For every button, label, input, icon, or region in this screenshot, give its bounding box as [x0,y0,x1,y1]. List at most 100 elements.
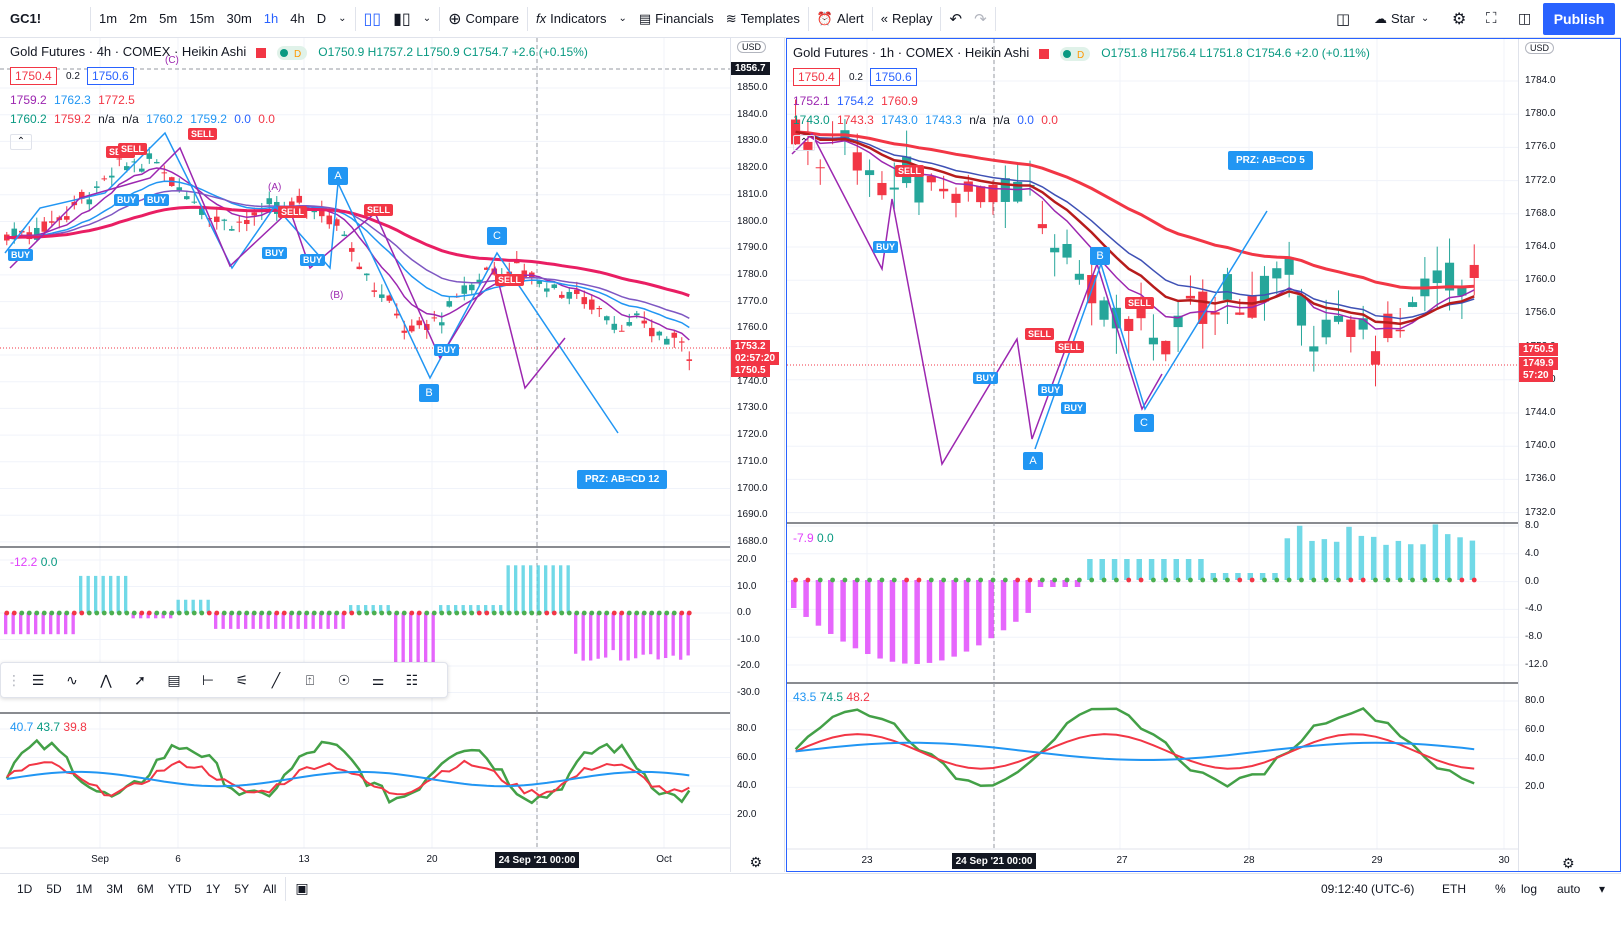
gear-icon[interactable]: ⚙ [1452,10,1467,28]
chevron-down-icon[interactable]: ⌄ [618,13,627,24]
ma-value: n/a [122,112,139,126]
histogram-bar [1074,580,1081,587]
histogram-bar [349,605,353,613]
goto-date-icon[interactable]: ▣ [295,880,309,896]
elliott-wave-icon[interactable]: ∿ [66,671,78,688]
currency-label[interactable]: USD [1525,42,1555,54]
osc-value: -12.2 [10,555,38,569]
ask-box[interactable]: 1750.6 [87,67,134,85]
zero-dot [641,610,647,616]
pattern-point-c[interactable]: C [1134,414,1154,432]
layout-icon[interactable]: ◫ [1336,10,1351,28]
xabcd-pattern-icon[interactable]: ⍐ [305,671,315,688]
replay-button[interactable]: «Replay [875,0,939,38]
financials-label: Financials [655,11,714,26]
pattern-point-b[interactable]: B [419,384,439,402]
left-price-axis[interactable]: 1850.0 1840.0 1830.0 1820.0 1810.0 1800.0 1790… [730,38,784,872]
financials-button[interactable]: ▤ Financials [633,0,720,38]
range-1d[interactable]: 1D [17,881,33,896]
timeframe-2m[interactable]: 2m [129,11,148,26]
time-label: 30 [1498,855,1510,866]
range-1m[interactable]: 1M [75,881,93,896]
gear-icon[interactable]: ⚙ [1562,855,1575,871]
fib-retracement-icon[interactable]: ⚌ [371,671,385,688]
prz-label[interactable]: PRZ: AB=CD 5 [1228,151,1313,170]
range-ytd[interactable]: YTD [167,881,192,896]
camera-icon[interactable]: ◫ [1518,10,1532,26]
ask-box[interactable]: 1750.6 [870,68,917,86]
range-1y[interactable]: 1Y [205,881,221,896]
channel-icon[interactable]: ▤ [167,671,181,688]
redo-icon[interactable]: ↷ [974,10,987,28]
chevron-down-icon[interactable]: ⌄ [422,13,432,24]
trend-line-icon[interactable]: ➚ [134,671,146,688]
timeframe-4h[interactable]: 4h [290,11,305,26]
vertical-lines-icon[interactable]: ⚟ [235,671,249,688]
indicators-button[interactable]: fx Indicators [530,0,613,38]
pattern-point-b[interactable]: B [1090,247,1110,265]
collapse-legend-button[interactable]: ⌃ [10,134,32,150]
fullscreen-icon[interactable]: ⛶ [1486,10,1497,27]
percent-toggle[interactable]: % [1495,881,1506,896]
templates-button[interactable]: ≋ Templates [720,0,806,38]
histogram-bar [101,575,105,613]
log-toggle[interactable]: log [1521,881,1538,896]
pattern-point-a[interactable]: A [1023,452,1043,470]
alert-button[interactable]: ⏰ Alert [811,0,870,38]
compare-button[interactable]: ⊕ Compare [442,0,525,38]
symbol-search[interactable]: GC1! [10,11,42,26]
fib-spiral-icon[interactable]: ☉ [337,671,351,688]
pattern-point-a[interactable]: A [328,167,348,185]
gear-icon[interactable]: ⚙ [749,854,763,870]
abc-pattern-icon[interactable]: ⋀ [100,671,112,688]
drag-handle-icon[interactable]: ⋮ [7,671,21,688]
timeframe-1m[interactable]: 1m [99,11,118,26]
line-tool-icon[interactable]: ╱ [271,671,281,688]
zero-dot [664,610,670,616]
timeframe-30m[interactable]: 30m [226,11,252,26]
zero-dot [1299,577,1304,583]
auto-toggle[interactable]: auto [1557,881,1581,896]
right-chart-canvas[interactable]: 23 27 28 29 30 24 Sep '21 00:00 [787,39,1621,872]
range-5y[interactable]: 5Y [234,881,250,896]
left-chart-canvas[interactable]: Sep 6 13 20 Oct 24 Sep '21 00:00 (A) (B) (C) [0,38,785,872]
right-chart[interactable]: 23 27 28 29 30 24 Sep '21 00:00 Gold Futures … [786,38,1621,872]
pattern-line [791,132,1163,467]
range-5d[interactable]: 5D [46,881,62,896]
publish-button[interactable]: Publish [1543,3,1615,35]
pattern-point-c[interactable]: C [487,227,507,245]
ma-value: 1743.0 [793,113,830,127]
candles-icon[interactable]: ▮▯ [393,10,411,28]
star-button[interactable]: ☁ Star ⌄ [1368,0,1435,38]
range-3m[interactable]: 3M [106,881,124,896]
zero-dot [679,610,685,616]
right-price-axis[interactable]: 1784.0 1780.0 1776.0 1772.0 1768.0 1764.0 1760… [1518,39,1620,871]
histogram-bar [341,613,345,629]
histogram-bar [1235,573,1241,580]
collapse-legend-button[interactable]: ⌃ [793,135,815,151]
histogram-bar [559,565,563,613]
range-6m[interactable]: 6M [137,881,154,896]
bid-box[interactable]: 1750.4 [10,67,57,85]
bid-box[interactable]: 1750.4 [793,68,840,86]
currency-label[interactable]: USD [737,41,767,53]
chevron-down-icon[interactable]: ▾ [1599,881,1606,896]
gann-icon[interactable]: ☷ [405,671,419,688]
timeframe-15m[interactable]: 15m [189,11,215,26]
histogram-bar [1000,580,1007,631]
chevron-down-icon[interactable]: ⌄ [338,13,347,24]
undo-icon[interactable]: ↶ [949,10,963,28]
clock-time[interactable]: 09:12:40 (UTC-6) [1321,881,1415,896]
horizontal-lines-icon[interactable]: ☰ [31,671,45,688]
session-toggle[interactable]: ETH [1442,881,1466,896]
histogram-bar [109,575,113,613]
range-all[interactable]: All [263,881,277,896]
horizontal-ray-icon[interactable]: ⊢ [201,671,215,688]
left-chart[interactable]: Sep 6 13 20 Oct 24 Sep '21 00:00 (A) (B) (C) Gol… [0,38,785,872]
timeframe-5m[interactable]: 5m [159,11,178,26]
timeframe-d[interactable]: D [316,11,327,26]
bar-type-icon[interactable]: ▯▯ [363,10,382,28]
timeframe-1h[interactable]: 1h [263,11,279,26]
prz-label[interactable]: PRZ: AB=CD 12 [577,470,668,489]
histogram-bar [484,605,488,613]
